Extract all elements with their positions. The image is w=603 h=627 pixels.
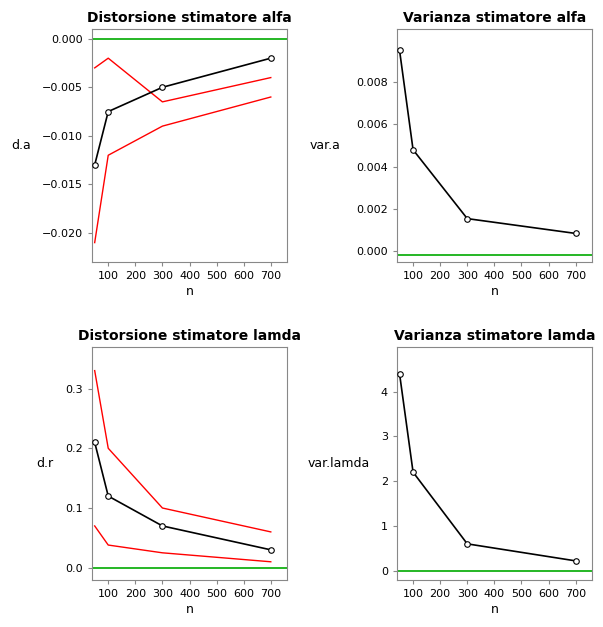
Y-axis label: var.lamda: var.lamda <box>308 456 370 470</box>
X-axis label: n: n <box>490 603 498 616</box>
Title: Varianza stimatore alfa: Varianza stimatore alfa <box>403 11 586 25</box>
Y-axis label: d.r: d.r <box>36 456 53 470</box>
X-axis label: n: n <box>186 603 194 616</box>
Y-axis label: var.a: var.a <box>310 139 341 152</box>
Title: Distorsione stimatore alfa: Distorsione stimatore alfa <box>87 11 292 25</box>
X-axis label: n: n <box>186 285 194 298</box>
Title: Varianza stimatore lamda: Varianza stimatore lamda <box>394 329 595 343</box>
X-axis label: n: n <box>490 285 498 298</box>
Title: Distorsione stimatore lamda: Distorsione stimatore lamda <box>78 329 301 343</box>
Y-axis label: d.a: d.a <box>11 139 31 152</box>
